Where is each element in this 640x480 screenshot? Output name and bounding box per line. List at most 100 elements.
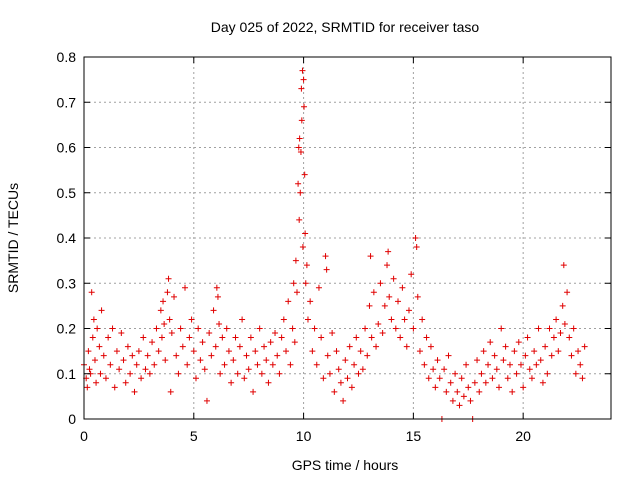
data-point <box>142 366 149 373</box>
data-point <box>401 316 408 323</box>
data-point <box>241 375 248 382</box>
data-point <box>528 375 535 382</box>
data-point <box>509 388 516 395</box>
data-point <box>452 370 459 377</box>
data-point <box>498 325 505 332</box>
data-point <box>410 325 417 332</box>
data-point <box>283 348 290 355</box>
data-point <box>234 370 241 377</box>
data-point <box>140 334 147 341</box>
data-point <box>223 325 230 332</box>
data-point <box>399 284 406 291</box>
data-point <box>522 352 529 359</box>
data-point <box>419 316 426 323</box>
data-point <box>342 357 349 364</box>
data-point <box>412 235 419 241</box>
data-point <box>116 366 123 373</box>
data-point <box>300 76 307 83</box>
data-point <box>537 357 544 364</box>
y-tick-label: 0.5 <box>57 185 77 201</box>
data-point <box>377 280 384 287</box>
data-point <box>133 361 140 368</box>
data-point <box>258 370 265 377</box>
data-point <box>366 302 373 309</box>
data-point <box>480 348 487 355</box>
data-point <box>289 325 296 332</box>
data-point <box>269 361 276 368</box>
data-point <box>423 334 430 341</box>
data-point <box>560 262 567 269</box>
data-point <box>504 375 511 382</box>
data-point <box>167 388 174 395</box>
data-points <box>81 67 588 422</box>
data-point <box>219 334 226 341</box>
data-point <box>548 352 555 359</box>
data-point <box>403 343 410 350</box>
data-point <box>570 325 577 332</box>
data-point <box>190 348 197 355</box>
data-point <box>564 289 571 296</box>
data-point <box>89 334 96 341</box>
data-point <box>493 366 500 373</box>
data-point <box>496 384 503 391</box>
chart-title: Day 025 of 2022, SRMTID for receiver tas… <box>211 19 480 35</box>
data-point <box>476 388 483 395</box>
data-point <box>535 325 542 332</box>
data-point <box>465 384 472 391</box>
data-point <box>267 339 274 346</box>
data-point <box>515 339 522 346</box>
data-point <box>517 361 524 368</box>
y-tick-label: 0.7 <box>57 94 77 110</box>
data-point <box>303 262 310 269</box>
data-point <box>430 366 437 373</box>
data-point <box>171 293 178 300</box>
data-point <box>301 171 308 178</box>
data-point <box>161 320 168 327</box>
y-axis-label: SRMTID / TECUs <box>5 183 21 293</box>
data-point <box>500 357 507 364</box>
data-point <box>346 343 353 350</box>
x-tick-label: 5 <box>190 428 198 444</box>
data-point <box>395 298 402 305</box>
data-point <box>160 298 167 305</box>
data-point <box>208 352 215 359</box>
data-point <box>375 320 382 327</box>
data-point <box>414 293 421 300</box>
data-point <box>162 357 169 364</box>
data-point <box>568 352 575 359</box>
y-tick-label: 0.8 <box>57 49 77 65</box>
y-tick-label: 0.6 <box>57 140 77 156</box>
data-point <box>311 325 318 332</box>
data-point <box>340 397 347 404</box>
data-point <box>348 384 355 391</box>
data-point <box>397 334 404 341</box>
data-point <box>373 343 380 350</box>
data-point <box>285 298 292 305</box>
data-point <box>531 348 538 355</box>
data-point <box>221 361 228 368</box>
data-point <box>539 379 546 386</box>
data-point <box>449 397 456 404</box>
data-point <box>542 343 549 350</box>
x-tick-label: 15 <box>406 428 422 444</box>
data-point <box>127 370 134 377</box>
data-point <box>158 334 165 341</box>
data-point <box>460 393 467 400</box>
data-point <box>520 384 527 391</box>
data-point <box>217 370 224 377</box>
data-point <box>425 375 432 382</box>
data-point <box>165 275 172 282</box>
data-point <box>302 230 309 237</box>
data-point <box>276 370 283 377</box>
data-point <box>213 284 220 291</box>
data-point <box>577 361 584 368</box>
data-point <box>381 302 388 309</box>
data-point <box>138 375 145 382</box>
data-point <box>247 334 254 341</box>
data-point <box>324 352 331 359</box>
data-point <box>129 352 136 359</box>
data-point <box>295 144 302 151</box>
data-point <box>151 361 158 368</box>
data-point <box>164 289 171 296</box>
